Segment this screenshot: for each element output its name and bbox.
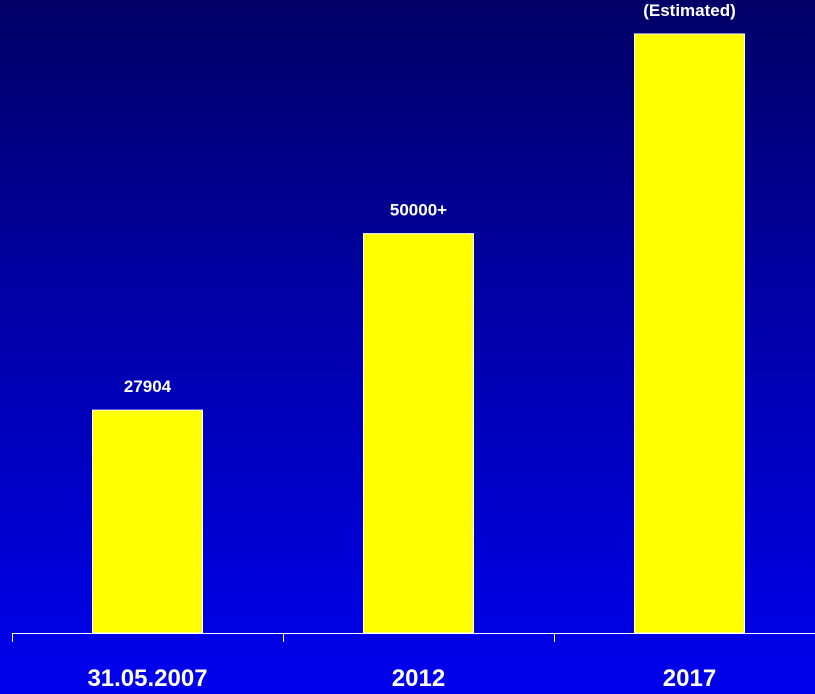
x-axis-ticks-group [12,633,555,642]
x-tick-label-2017: 2017 [663,665,716,692]
bar-31-05-2007 [92,409,203,634]
x-axis-tick-labels-group: 31.05.2007 2012 2017 [87,665,716,692]
bar-2012 [363,233,474,634]
data-label-2017-line-2: (Estimated) [643,1,736,20]
bar-2017 [634,33,745,634]
x-tick-label-31-05-2007: 31.05.2007 [87,665,207,692]
data-label-31-05-2007: 27904 [124,377,172,396]
bars-group [92,33,745,634]
data-label-2012: 50000+ [390,201,447,220]
x-tick-label-2012: 2012 [392,665,445,692]
